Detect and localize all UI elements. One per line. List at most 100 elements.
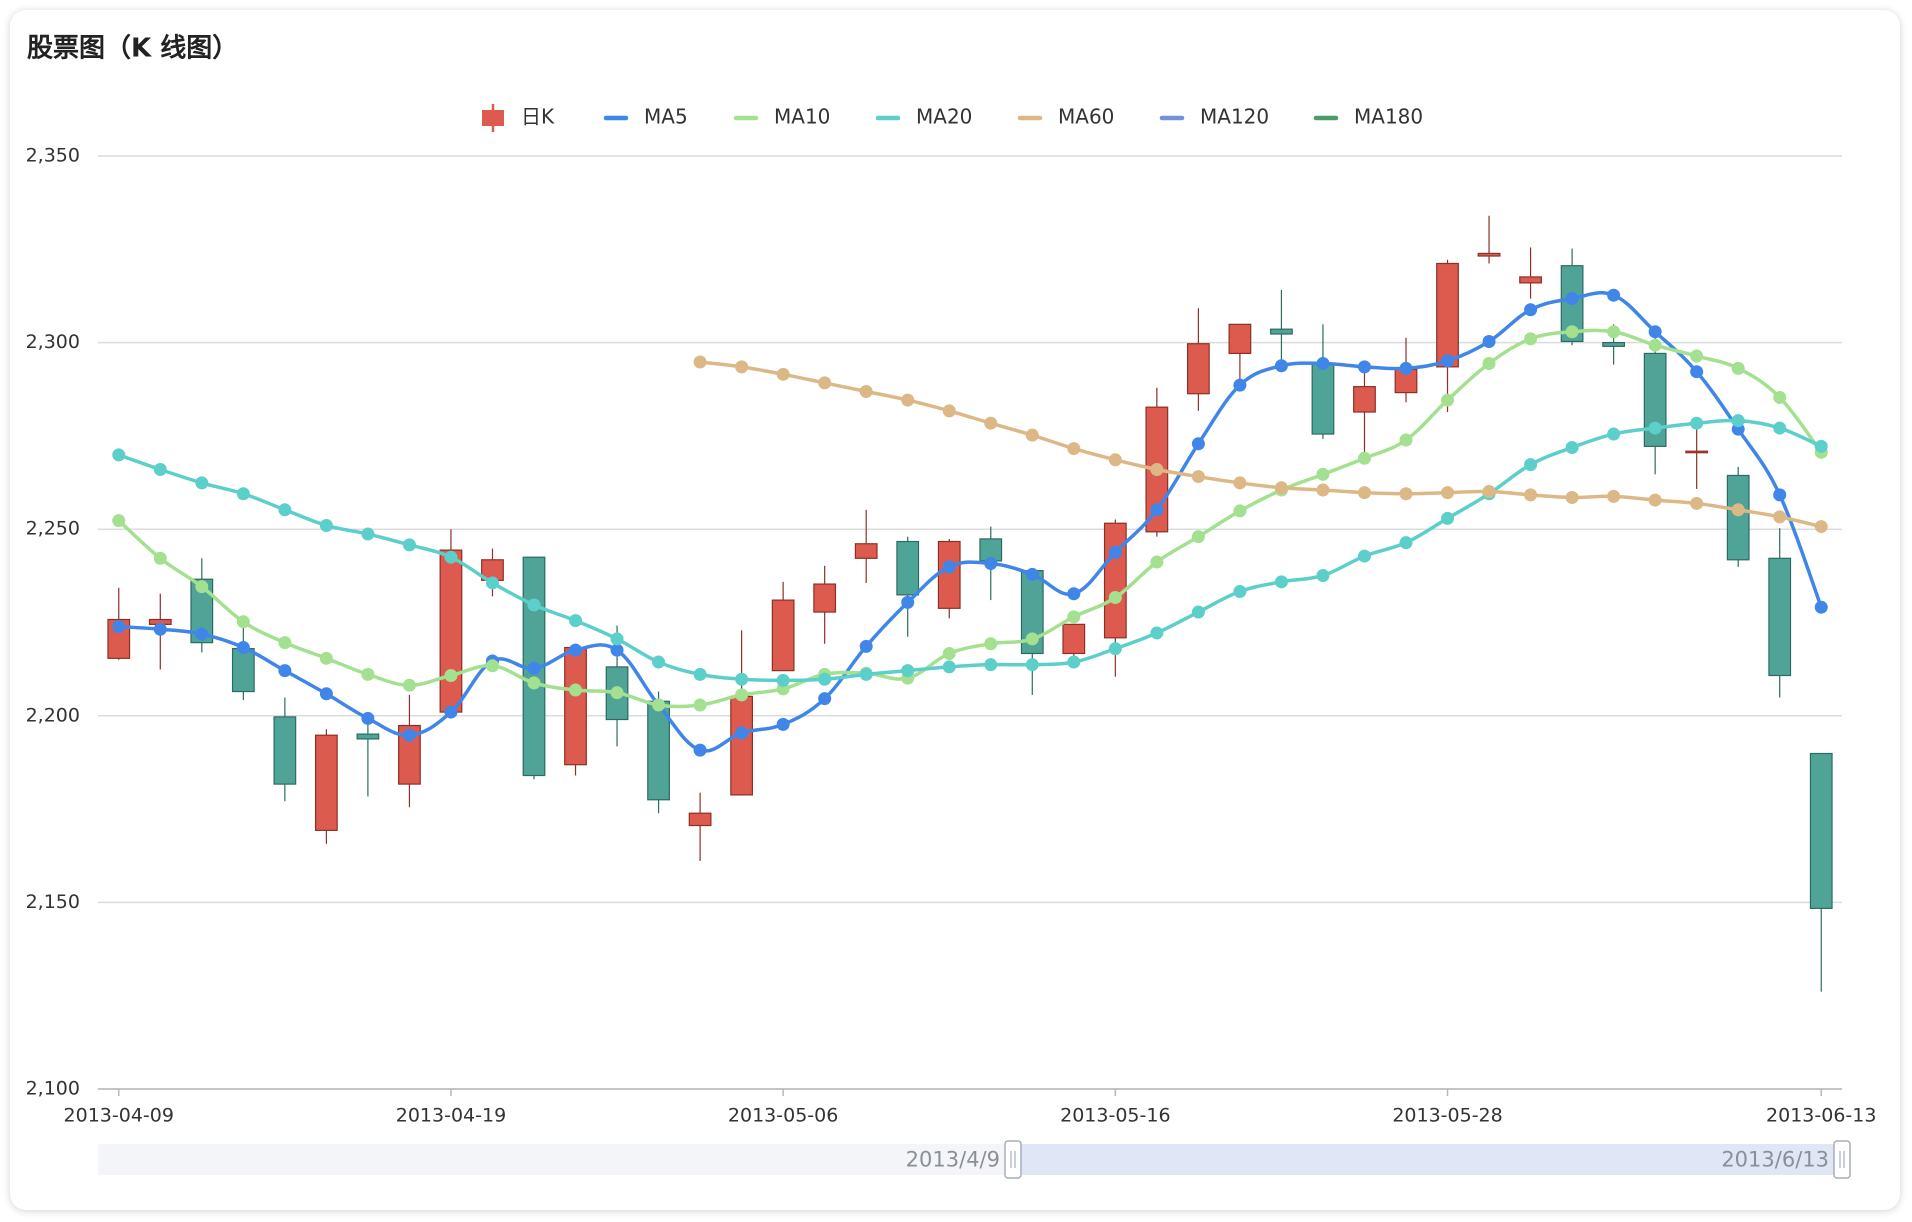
ma-point bbox=[1648, 338, 1662, 352]
legend-icon bbox=[482, 110, 504, 126]
ma-point bbox=[1690, 496, 1704, 510]
ma-point bbox=[1648, 493, 1662, 507]
ma-line bbox=[118, 291, 1823, 753]
ma-point bbox=[1025, 632, 1039, 646]
zoom-selection[interactable] bbox=[1013, 1144, 1842, 1175]
ma-point bbox=[859, 384, 873, 398]
ma-point bbox=[1233, 585, 1247, 599]
candle-body bbox=[1186, 343, 1210, 395]
ma-point bbox=[1399, 433, 1413, 447]
x-tick-label: 2013-05-28 bbox=[1392, 1105, 1502, 1127]
ma-point bbox=[984, 416, 998, 430]
ma-point bbox=[901, 595, 915, 609]
ma-point bbox=[112, 448, 126, 462]
ma-point bbox=[361, 667, 375, 681]
ma-point bbox=[984, 658, 998, 672]
candle-body bbox=[688, 812, 712, 827]
ma-point bbox=[153, 622, 167, 636]
ma-point bbox=[610, 643, 624, 657]
candle-body bbox=[813, 583, 837, 613]
ma-point bbox=[1441, 511, 1455, 525]
ma-point bbox=[1150, 626, 1164, 640]
ma-point bbox=[1607, 288, 1621, 302]
ma-point bbox=[1565, 490, 1579, 504]
ma-point bbox=[569, 683, 583, 697]
candle-body bbox=[1602, 342, 1626, 347]
ma-point bbox=[693, 743, 707, 757]
ma-point bbox=[901, 393, 915, 407]
ma-point bbox=[693, 667, 707, 681]
candle-body bbox=[730, 695, 754, 796]
legend-label[interactable]: MA120 bbox=[1200, 105, 1269, 129]
ma-point bbox=[1773, 488, 1787, 502]
candle-body bbox=[1519, 276, 1542, 284]
ma-point bbox=[1814, 520, 1828, 534]
ma-point bbox=[1108, 545, 1122, 559]
x-tick-label: 2013-06-13 bbox=[1766, 1105, 1876, 1127]
y-tick-label: 2,150 bbox=[26, 891, 80, 913]
ma-point bbox=[1108, 453, 1122, 467]
ma-point bbox=[859, 667, 873, 681]
ma-point bbox=[1773, 421, 1787, 435]
ma-point bbox=[942, 646, 956, 660]
ma-point bbox=[195, 627, 209, 641]
candle-body bbox=[937, 540, 961, 609]
ma-point bbox=[1773, 390, 1787, 404]
ma-point bbox=[1814, 600, 1828, 614]
ma-point bbox=[1565, 325, 1579, 339]
ma-point bbox=[1441, 354, 1455, 368]
legend-label[interactable]: MA180 bbox=[1354, 105, 1423, 129]
legend-label[interactable]: MA60 bbox=[1058, 105, 1114, 129]
candle-body bbox=[1103, 522, 1127, 639]
legend-label[interactable]: MA5 bbox=[644, 105, 688, 129]
ma-point bbox=[1482, 356, 1496, 370]
ma-point bbox=[735, 672, 749, 686]
ma-point bbox=[735, 360, 749, 374]
ma-point bbox=[319, 687, 333, 701]
zoom-handle[interactable] bbox=[1833, 1140, 1851, 1179]
ma-point bbox=[444, 668, 458, 682]
ma-point bbox=[527, 598, 541, 612]
candle-body bbox=[896, 540, 920, 596]
ma-point bbox=[361, 711, 375, 725]
ma-point bbox=[1316, 356, 1330, 370]
ma-point bbox=[444, 705, 458, 719]
ma-point bbox=[818, 672, 832, 686]
zoom-end-label: 2013/6/13 bbox=[1721, 1148, 1829, 1172]
candle-body bbox=[564, 646, 587, 766]
ma-point bbox=[485, 659, 499, 673]
ma-point bbox=[112, 514, 126, 528]
ma-point bbox=[527, 661, 541, 675]
y-tick-label: 2,350 bbox=[26, 145, 80, 167]
ma-point bbox=[1441, 486, 1455, 500]
candle-body bbox=[1477, 252, 1501, 257]
legend-label[interactable]: MA20 bbox=[916, 105, 972, 129]
legend-label[interactable]: 日K bbox=[521, 105, 555, 129]
ma-point bbox=[153, 462, 167, 476]
ma-point bbox=[693, 355, 707, 369]
candle-body bbox=[1685, 450, 1709, 454]
ma-point bbox=[1482, 485, 1496, 499]
ma-point bbox=[1274, 359, 1288, 373]
candle-body bbox=[1311, 362, 1335, 435]
x-tick-label: 2013-04-09 bbox=[64, 1105, 174, 1127]
ma-point bbox=[735, 688, 749, 702]
ma-point bbox=[1233, 504, 1247, 518]
ma-point bbox=[1191, 437, 1205, 451]
ma-point bbox=[1399, 536, 1413, 550]
ma-point bbox=[361, 527, 375, 541]
candle-body bbox=[314, 734, 338, 831]
ma-point bbox=[1482, 334, 1496, 348]
zoom-handle[interactable] bbox=[1004, 1140, 1022, 1179]
legend-label[interactable]: MA10 bbox=[774, 105, 830, 129]
ma-point bbox=[1233, 476, 1247, 490]
ma-point bbox=[1316, 467, 1330, 481]
candle-body bbox=[356, 733, 380, 740]
ma-point bbox=[402, 538, 416, 552]
ma-point bbox=[1731, 503, 1745, 517]
ma-point bbox=[278, 636, 292, 650]
candle-body bbox=[1353, 386, 1376, 413]
ma-point bbox=[1274, 575, 1288, 589]
candle-body bbox=[190, 578, 214, 644]
